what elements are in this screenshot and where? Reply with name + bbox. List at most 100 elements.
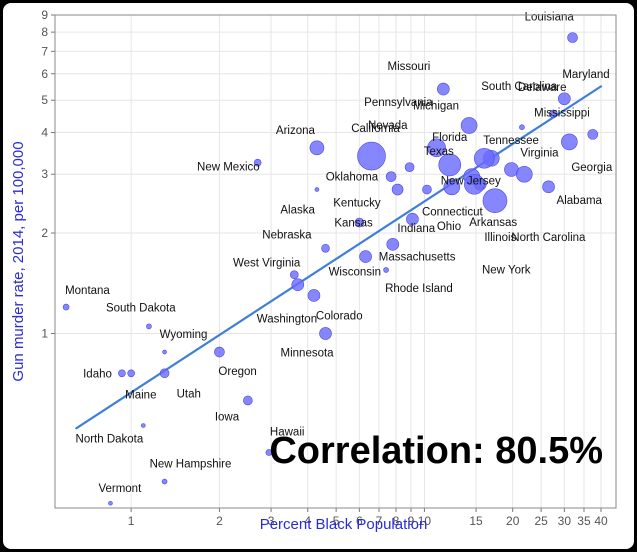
x-tick-label-25: 25 xyxy=(534,514,548,528)
point-ohio xyxy=(443,178,461,196)
point-georgia xyxy=(561,133,578,151)
point-michigan xyxy=(460,117,478,134)
label-tennessee: Tennessee xyxy=(483,135,539,147)
point-alaska xyxy=(314,187,320,192)
label-nebraska: Nebraska xyxy=(262,229,312,241)
x-tick-label-10: 10 xyxy=(418,514,432,528)
point-oklahoma xyxy=(385,171,397,182)
y-tick-label-8: 8 xyxy=(41,25,48,39)
label-montana: Montana xyxy=(65,285,110,297)
point-pennsylvania xyxy=(427,138,446,158)
point-vermont xyxy=(108,500,113,506)
label-ohio: Ohio xyxy=(437,221,461,233)
label-louisiana: Louisiana xyxy=(525,12,575,24)
point-wyoming xyxy=(162,349,167,355)
label-rhode-island: Rhode Island xyxy=(385,283,453,295)
point-new-mexico xyxy=(253,158,262,167)
point-florida xyxy=(473,147,495,169)
x-tick-label-7: 7 xyxy=(376,514,383,528)
label-alabama: Alabama xyxy=(557,195,603,207)
point-maine xyxy=(127,369,135,378)
label-maine: Maine xyxy=(125,389,156,401)
point-west-virginia xyxy=(289,270,299,280)
label-pennsylvania: Pennsylvania xyxy=(364,97,433,109)
point-montana xyxy=(62,303,70,311)
label-oklahoma: Oklahoma xyxy=(326,172,379,184)
x-tick-label-1: 1 xyxy=(128,514,135,528)
correlation-annotation: Correlation: 80.5% xyxy=(269,430,603,472)
label-arizona: Arizona xyxy=(276,125,316,137)
point-hawaii xyxy=(265,449,273,456)
x-tick-label-20: 20 xyxy=(506,514,520,528)
x-tick-label-40: 40 xyxy=(594,514,608,528)
label-delaware: Delaware xyxy=(518,82,567,94)
label-new-hampshire: New Hampshire xyxy=(150,459,232,471)
label-kentucky: Kentucky xyxy=(333,198,381,210)
label-vermont: Vermont xyxy=(98,483,142,495)
x-tick-label-3: 3 xyxy=(268,514,275,528)
label-hawaii: Hawaii xyxy=(270,426,305,438)
x-axis-ticks: 1 2 3 4 5 6 7 8 9 10 15 20 25 30 35 40 xyxy=(128,508,608,528)
data-points xyxy=(62,32,599,506)
point-nevada xyxy=(404,162,415,172)
label-washington: Washington xyxy=(257,314,317,326)
point-iowa xyxy=(243,395,253,406)
label-alaska: Alaska xyxy=(280,205,315,217)
point-idaho xyxy=(118,369,126,378)
x-tick-label-8: 8 xyxy=(393,514,400,528)
label-north-carolina: North Carolina xyxy=(511,232,586,244)
label-maryland: Maryland xyxy=(562,69,609,81)
point-louisiana xyxy=(567,32,578,43)
label-south-dakota: South Dakota xyxy=(106,302,176,314)
y-tick-label-6: 6 xyxy=(41,67,48,81)
point-connecticut xyxy=(422,184,432,195)
x-tick-label-30: 30 xyxy=(558,514,572,528)
label-idaho: Idaho xyxy=(83,368,112,380)
label-georgia: Georgia xyxy=(571,162,613,174)
label-colorado: Colorado xyxy=(316,310,363,322)
label-california: California xyxy=(351,123,400,135)
label-nevada: Nevada xyxy=(368,120,408,132)
point-oregon xyxy=(214,346,225,358)
label-wisconsin: Wisconsin xyxy=(329,267,381,279)
x-tick-label-15: 15 xyxy=(469,514,483,528)
label-south-carolina: South Carolina xyxy=(481,81,558,93)
label-florida: Florida xyxy=(432,132,468,144)
point-minnesota xyxy=(319,327,332,340)
label-missouri: Missouri xyxy=(388,61,431,73)
x-axis-label: Percent Black Population xyxy=(260,516,428,533)
point-delaware xyxy=(519,124,525,131)
point-new-hampshire xyxy=(161,478,168,485)
y-axis-label: Gun murder rate, 2014, per 100,000 xyxy=(10,141,27,381)
point-indiana xyxy=(406,212,419,226)
label-west-virginia: West Virginia xyxy=(233,258,301,270)
y-tick-label-1: 1 xyxy=(41,326,48,340)
point-kentucky xyxy=(391,183,404,196)
label-new-mexico: New Mexico xyxy=(197,162,260,174)
label-utah: Utah xyxy=(177,388,201,400)
point-illinois xyxy=(464,173,485,195)
y-tick-label-7: 7 xyxy=(41,44,48,58)
point-south-dakota xyxy=(146,323,152,330)
plot-border xyxy=(54,14,617,509)
label-north-dakota: North Dakota xyxy=(76,434,144,446)
x-tick-label-5: 5 xyxy=(333,514,340,528)
point-massachusetts xyxy=(386,238,400,251)
label-texas: Texas xyxy=(424,146,454,158)
label-new-jersey: New Jersey xyxy=(441,176,501,188)
point-arizona xyxy=(309,140,325,156)
label-virginia: Virginia xyxy=(520,147,559,159)
y-tick-label-9: 9 xyxy=(41,8,48,22)
y-tick-label-4: 4 xyxy=(41,126,48,140)
point-south-carolina xyxy=(548,109,558,119)
x-tick-label-6: 6 xyxy=(356,514,363,528)
point-north-carolina xyxy=(515,165,533,183)
x-tick-label-4: 4 xyxy=(304,514,311,528)
point-new-york xyxy=(482,188,508,213)
point-kansas xyxy=(354,217,365,228)
label-wyoming: Wyoming xyxy=(160,329,208,341)
label-illinois: Illinois xyxy=(484,232,516,244)
point-nebraska xyxy=(321,243,330,253)
point-utah xyxy=(159,368,170,379)
